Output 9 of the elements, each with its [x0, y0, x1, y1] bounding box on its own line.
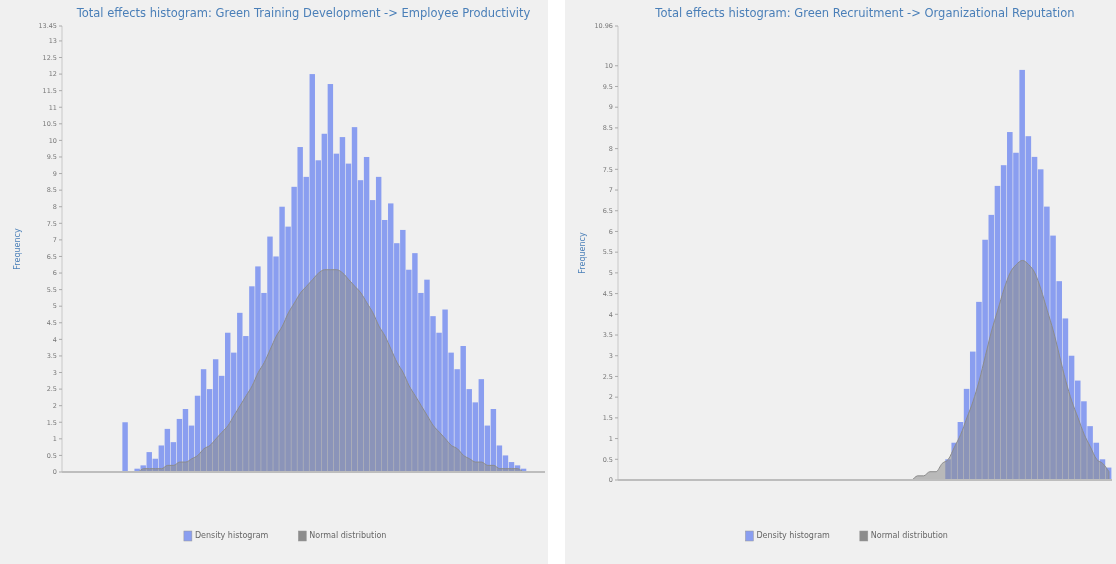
y-axis-title: Frequency	[13, 228, 22, 270]
y-axis-title: Frequency	[578, 232, 587, 274]
legend-label: Density histogram	[756, 530, 831, 540]
legend-label: Normal distribution	[870, 530, 948, 540]
chart-title: Total effects histogram: Green Training Development -> Employee Productivity	[75, 6, 531, 20]
legend-label: Normal distribution	[309, 530, 387, 540]
chart-title: Total effects histogram: Green Recruitment -> Organizational Reputation	[654, 6, 1075, 20]
bar	[122, 422, 128, 472]
legend-label: Density histogram	[194, 530, 269, 540]
